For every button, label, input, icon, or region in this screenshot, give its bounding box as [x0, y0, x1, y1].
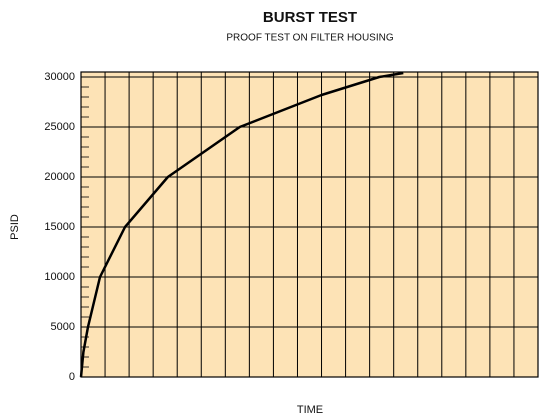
y-tick-label: 5000: [51, 321, 75, 333]
y-axis-label: PSID: [9, 214, 21, 240]
y-tick-label: 30000: [44, 71, 75, 83]
y-tick-label: 25000: [44, 121, 75, 133]
y-tick-label: 20000: [44, 171, 75, 183]
chart-title: BURST TEST: [263, 9, 357, 26]
chart-subtitle: PROOF TEST ON FILTER HOUSING: [226, 33, 393, 44]
data-line: [79, 71, 404, 378]
y-tick-label: 10000: [44, 271, 75, 283]
plot-area: [80, 71, 539, 378]
y-tick-label: 0: [69, 371, 75, 383]
x-axis-label: TIME: [297, 404, 323, 416]
y-tick-label: 15000: [44, 221, 75, 233]
